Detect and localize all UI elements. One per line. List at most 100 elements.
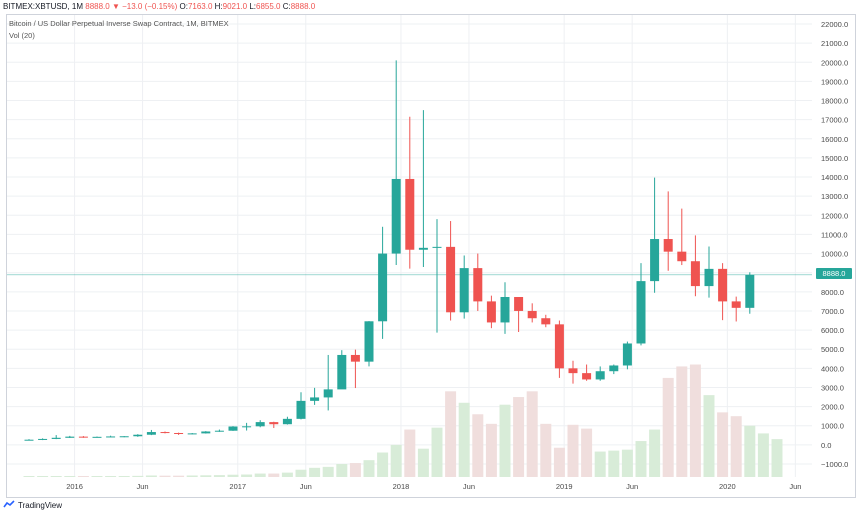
candle-body [92, 436, 102, 438]
candle-body [201, 431, 211, 434]
y-tick-label: 8000.0 [821, 288, 844, 297]
high-label: H: [214, 2, 223, 11]
x-tick-label: Jun [137, 482, 149, 491]
candle-body [541, 318, 551, 325]
y-tick-label: 16000.0 [821, 135, 848, 144]
volume-bar [23, 476, 35, 477]
y-tick-label: 4000.0 [821, 364, 844, 373]
volume-bar [404, 429, 416, 477]
down-arrow-icon: ▼ [111, 2, 120, 11]
candle-body [174, 433, 184, 435]
volume-legend: Vol (20) [9, 31, 35, 40]
volume-bar [635, 441, 647, 477]
volume-bar [717, 412, 729, 477]
close-label: C: [282, 2, 291, 11]
candle-body [704, 268, 714, 287]
candle-body [269, 422, 279, 425]
x-tick-label: 2017 [229, 482, 246, 491]
candle-body [432, 246, 442, 248]
volume-bar [458, 402, 470, 477]
candle-body [690, 261, 700, 287]
y-tick-label: 15000.0 [821, 154, 848, 163]
volume-bar [608, 450, 620, 477]
y-tick-label: 1000.0 [821, 422, 844, 431]
candle-body [473, 268, 483, 302]
volume-bar [621, 449, 633, 477]
open-label: O: [179, 2, 188, 11]
footer[interactable]: TradingView [3, 498, 62, 512]
volume-bar [159, 475, 171, 477]
candle-body [323, 389, 333, 398]
volume-bar [50, 476, 62, 477]
volume-bar [349, 463, 361, 477]
volume-bar [649, 429, 661, 477]
candle-body [296, 400, 306, 419]
price-change: −13.0 (−0.15%) [122, 2, 178, 11]
candle-body [242, 426, 252, 428]
candle-body [119, 436, 129, 438]
volume-bar [526, 391, 538, 477]
candle-body [228, 426, 238, 431]
candle-body [418, 247, 428, 250]
last-price-tag: 8888.0 [816, 268, 852, 279]
candle-body [38, 438, 48, 440]
candle-body [337, 354, 347, 390]
high-value: 9021.0 [222, 2, 248, 11]
volume-bar [322, 466, 334, 477]
y-tick-label: 5000.0 [821, 345, 844, 354]
candle-body [282, 418, 292, 425]
candle-body [527, 310, 537, 319]
volume-bar [744, 425, 756, 477]
volume-bar [377, 452, 389, 477]
volume-bar [730, 416, 742, 477]
low-label: L: [249, 2, 257, 11]
candle-body [718, 268, 728, 302]
volume-bar [213, 475, 225, 477]
chart-frame [6, 14, 856, 498]
y-tick-label: 6000.0 [821, 326, 844, 335]
y-tick-label: 12000.0 [821, 211, 848, 220]
x-tick-label: 2019 [556, 482, 573, 491]
candle-body [391, 178, 401, 254]
candle-body [731, 301, 741, 308]
volume-bar [186, 475, 198, 477]
y-tick-label: 3000.0 [821, 383, 844, 392]
volume-bar [472, 414, 484, 477]
volume-bar [336, 464, 348, 477]
y-tick-label: 11000.0 [821, 230, 848, 239]
close-value: 8888.0 [290, 2, 316, 11]
volume-bar [540, 423, 552, 477]
volume-bar [445, 391, 457, 477]
volume-bar [513, 397, 525, 477]
volume-bar [105, 476, 117, 477]
volume-bar [676, 366, 688, 477]
volume-bar [757, 433, 769, 477]
x-tick-label: 2018 [393, 482, 410, 491]
candle-body [554, 324, 564, 369]
volume-bar [499, 404, 511, 477]
candle-body [514, 296, 524, 311]
y-tick-label: 13000.0 [821, 192, 848, 201]
x-tick-label: Jun [463, 482, 475, 491]
candle-body [745, 274, 755, 308]
y-tick-label: 14000.0 [821, 173, 848, 182]
volume-bar [295, 469, 307, 477]
candle-body [133, 434, 143, 437]
candle-body [609, 365, 619, 372]
volume-bar [309, 467, 321, 477]
y-tick-label: 7000.0 [821, 307, 844, 316]
volume-bar [200, 475, 212, 477]
volume-bar [118, 476, 130, 477]
y-tick-label: 19000.0 [821, 77, 848, 86]
y-tick-label: 2000.0 [821, 403, 844, 412]
volume-bar [771, 439, 783, 477]
volume-bar [268, 473, 280, 477]
candle-body [405, 178, 415, 250]
symbol-header: BITMEX:XBTUSD, 1M 8888.0 ▼ −13.0 (−0.15%… [0, 0, 860, 14]
chart-title: Bitcoin / US Dollar Perpetual Inverse Sw… [9, 19, 229, 28]
brand-label: TradingView [18, 500, 63, 510]
volume-bar [417, 448, 429, 477]
y-tick-label: 17000.0 [821, 116, 848, 125]
candle-body [459, 268, 469, 313]
